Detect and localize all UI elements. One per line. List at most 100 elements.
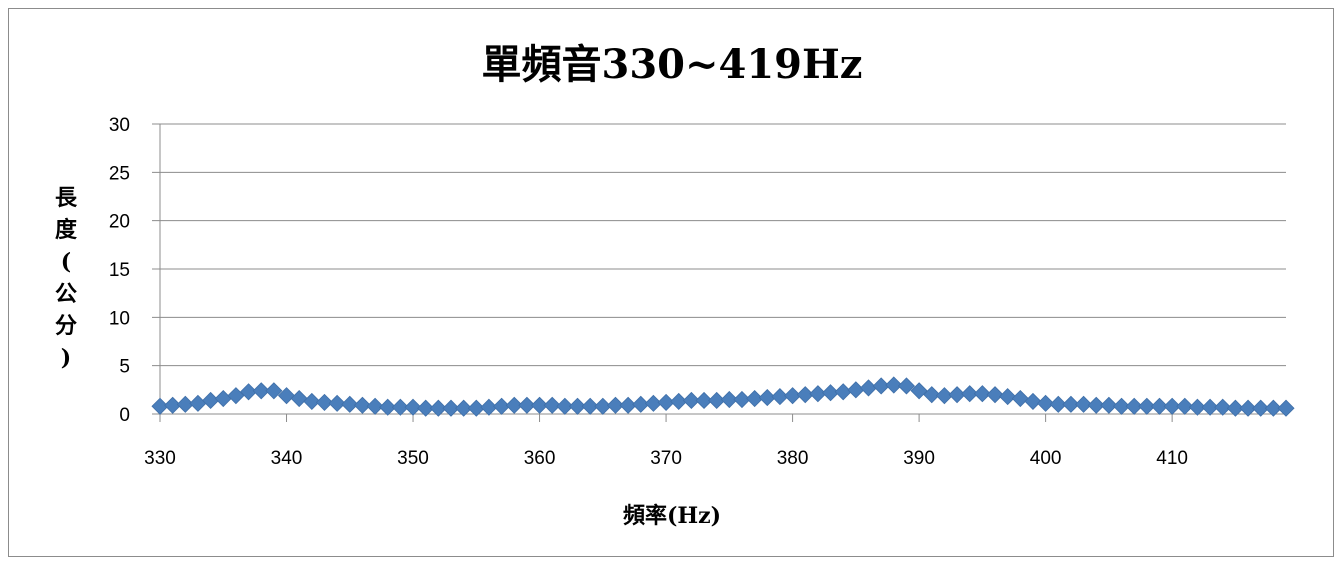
chart-title: 單頻音330~419Hz [481, 41, 862, 88]
data-point [1049, 395, 1067, 413]
data-point [771, 388, 789, 406]
data-point [1252, 399, 1270, 417]
data-point [746, 389, 764, 408]
data-point [227, 387, 245, 405]
data-point [328, 394, 346, 412]
x-tick-label: 400 [1030, 448, 1062, 469]
data-point [176, 395, 194, 413]
data-point [986, 386, 1004, 404]
data-point [480, 398, 498, 416]
data-point [1214, 398, 1232, 416]
data-point [796, 386, 814, 404]
data-point [1024, 392, 1042, 410]
x-tick-labels: 330 340 350 360 370 380 390 400 410 [144, 448, 1188, 469]
y-tick-label: 15 [109, 260, 130, 281]
data-point [391, 398, 409, 416]
data-point [202, 391, 220, 410]
data-point [999, 388, 1017, 406]
data-point [973, 385, 991, 403]
data-point [1075, 395, 1093, 413]
data-point [1037, 394, 1055, 412]
data-point [303, 392, 321, 410]
data-point [670, 392, 688, 410]
y-tick-label: 20 [109, 212, 130, 233]
data-point [1112, 397, 1131, 415]
y-tick-labels: 0 5 10 15 20 25 30 [109, 115, 130, 426]
x-tick-label: 350 [397, 448, 429, 469]
data-point [556, 397, 574, 415]
data-point [897, 377, 916, 395]
data-point [720, 390, 738, 409]
data-point [935, 387, 953, 405]
data-point [581, 397, 599, 415]
y-tick-label: 25 [109, 163, 130, 184]
data-point [543, 396, 561, 414]
data-point [164, 396, 182, 414]
data-point [1239, 399, 1257, 417]
data-point [847, 381, 865, 399]
data-point [948, 386, 966, 404]
data-point [1150, 397, 1169, 415]
data-point [1100, 396, 1118, 414]
y-tick-label: 0 [119, 405, 130, 426]
data-point [695, 391, 713, 410]
data-point [682, 391, 700, 410]
data-point [834, 383, 852, 401]
data-point [315, 393, 334, 411]
data-point [708, 391, 726, 410]
x-tick-label: 360 [524, 448, 556, 469]
x-tick-label: 330 [144, 448, 176, 469]
data-point [1176, 397, 1194, 415]
data-point [606, 396, 625, 414]
data-point [1277, 399, 1295, 417]
data-point [961, 385, 979, 403]
data-point [1138, 397, 1156, 415]
data-point [1163, 397, 1181, 415]
data-point [923, 386, 941, 404]
data-point [632, 395, 650, 413]
data-point [290, 389, 308, 408]
x-tick-label: 390 [903, 448, 935, 469]
data-point [809, 385, 827, 403]
data-point [644, 394, 662, 412]
data-point [1125, 397, 1143, 415]
data-point [277, 387, 296, 405]
data-point [872, 377, 890, 395]
data-point [1264, 399, 1282, 417]
data-point [252, 382, 270, 400]
grid-lines [152, 123, 1286, 422]
data-point [758, 389, 776, 407]
data-point [455, 399, 473, 417]
data-point [265, 382, 283, 400]
y-tick-label: 10 [109, 308, 130, 329]
data-points [151, 376, 1295, 417]
data-point [189, 394, 207, 412]
data-point [442, 399, 460, 417]
data-point [568, 397, 587, 415]
data-point [1011, 389, 1029, 408]
data-point [404, 398, 422, 416]
data-point [1201, 398, 1219, 416]
x-tick-label: 370 [650, 448, 682, 469]
data-point [885, 376, 903, 394]
data-point [530, 396, 549, 414]
data-point [214, 389, 232, 408]
x-tick-label: 380 [777, 448, 809, 469]
data-point [1188, 398, 1207, 416]
data-point [910, 382, 928, 400]
data-point [518, 396, 536, 414]
data-point [1226, 399, 1244, 417]
data-point [493, 397, 511, 415]
data-point [821, 384, 840, 402]
data-point [619, 396, 637, 414]
data-point [1062, 395, 1080, 413]
data-point [239, 383, 258, 401]
chart-frame [8, 8, 1334, 557]
data-point [657, 393, 675, 411]
data-point [784, 387, 802, 405]
data-point [341, 395, 359, 413]
x-axis-label: 頻率(Hz) [623, 503, 721, 529]
x-tick-label: 410 [1156, 448, 1188, 469]
data-point [429, 399, 447, 417]
